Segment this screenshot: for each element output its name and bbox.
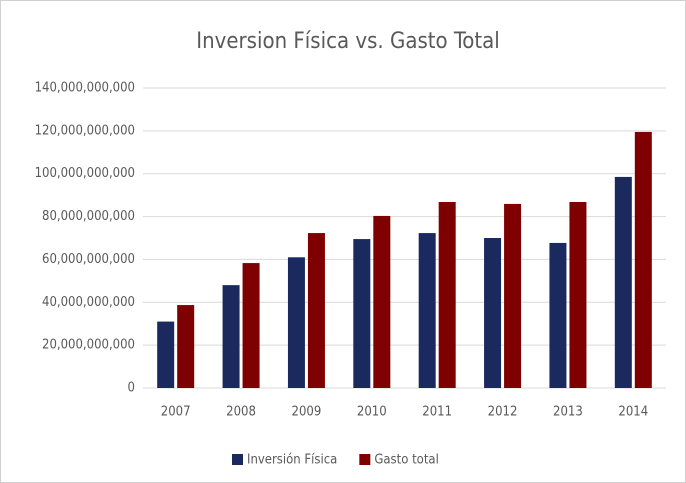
bar — [438, 202, 456, 388]
y-tick-label: 60,000,000,000 — [42, 252, 135, 267]
bar — [634, 131, 652, 388]
chart-title: Inversion Física vs. Gasto Total — [196, 29, 500, 54]
x-tick-label: 2010 — [357, 405, 387, 420]
y-tick-label: 20,000,000,000 — [42, 338, 135, 353]
x-tick-label: 2009 — [292, 405, 322, 420]
bar — [222, 285, 240, 388]
bar — [569, 202, 587, 388]
y-tick-label: 80,000,000,000 — [42, 209, 135, 224]
legend-swatch — [232, 454, 243, 465]
legend-swatch — [359, 454, 371, 465]
bar — [614, 176, 632, 388]
x-tick-label: 2011 — [422, 405, 452, 420]
y-tick-label: 100,000,000,000 — [35, 166, 135, 181]
bar — [307, 233, 325, 388]
legend-label: Inversión Física — [247, 453, 337, 468]
bar — [418, 233, 436, 388]
bar — [549, 242, 567, 388]
bar — [373, 215, 391, 388]
bar — [157, 321, 175, 388]
bar — [353, 239, 371, 388]
bar — [484, 238, 502, 388]
y-tick-label: 120,000,000,000 — [35, 123, 135, 138]
x-tick-label: 2012 — [488, 405, 518, 420]
bar — [177, 305, 195, 388]
bar — [287, 257, 305, 388]
x-tick-label: 2013 — [553, 405, 583, 420]
x-tick-label: 2008 — [226, 405, 256, 420]
y-tick-label: 140,000,000,000 — [35, 81, 135, 96]
x-tick-label: 2014 — [618, 405, 648, 420]
bar — [242, 263, 260, 388]
y-tick-label: 0 — [128, 381, 135, 396]
y-tick-label: 40,000,000,000 — [42, 295, 135, 310]
bar — [504, 203, 522, 388]
x-tick-label: 2007 — [161, 405, 191, 420]
legend-label: Gasto total — [374, 453, 439, 468]
